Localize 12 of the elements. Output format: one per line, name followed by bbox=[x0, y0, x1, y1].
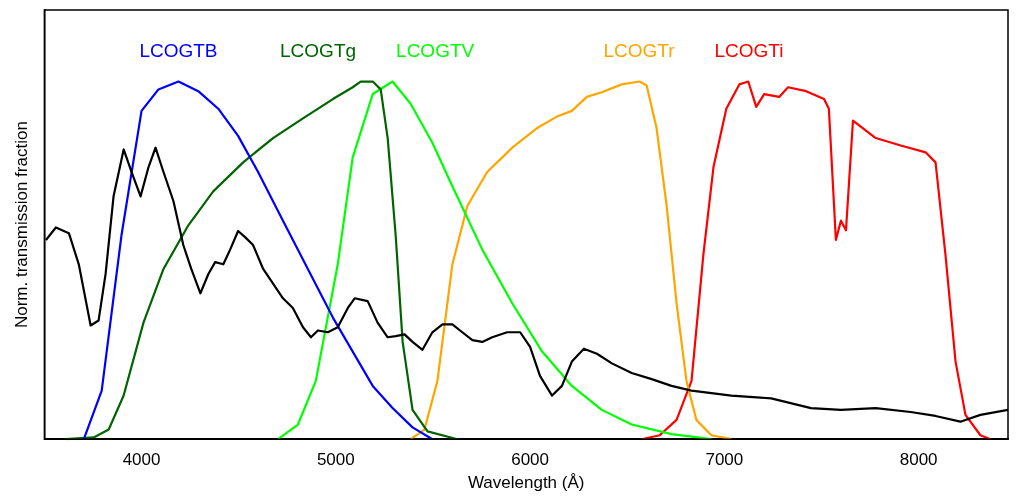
x-axis-title: Wavelength (Å) bbox=[467, 473, 585, 493]
series-label: LCOGTr bbox=[603, 40, 676, 62]
x-tick-label: 8000 bbox=[899, 450, 938, 470]
x-tick-label: 7000 bbox=[705, 450, 744, 470]
y-axis-title: Norm. transmission fraction bbox=[11, 121, 31, 329]
x-tick-label: 5000 bbox=[316, 450, 355, 470]
x-tick-label: 4000 bbox=[122, 450, 161, 470]
series-label: LCOGTi bbox=[714, 40, 784, 62]
x-tick-label: 6000 bbox=[511, 450, 549, 470]
series-label: LCOGTV bbox=[396, 40, 475, 62]
series-label: LCOGTB bbox=[139, 40, 218, 62]
series-label: LCOGTg bbox=[280, 40, 357, 62]
